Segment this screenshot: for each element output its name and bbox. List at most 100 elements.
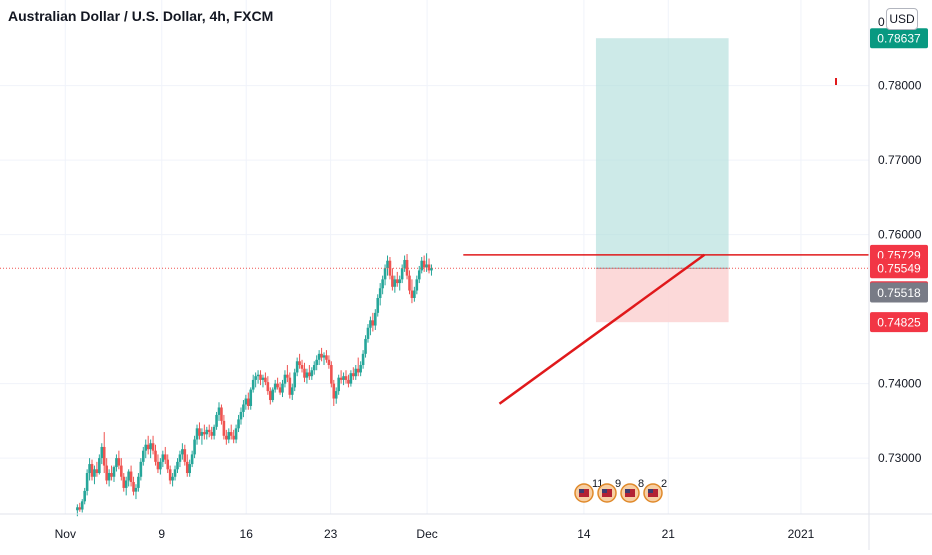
- flag-canton: [625, 489, 630, 493]
- candle-body: [259, 374, 262, 380]
- price-badge: 0.78637: [870, 28, 928, 49]
- candle-body: [168, 469, 172, 481]
- candle-body: [374, 312, 377, 326]
- candle-body: [88, 464, 91, 474]
- candle-body: [430, 268, 433, 271]
- candle-body: [388, 260, 392, 276]
- candle-body: [212, 426, 216, 436]
- candle-body: [420, 260, 424, 271]
- candle-body: [300, 365, 304, 369]
- candle-body: [398, 279, 402, 284]
- candle-body: [188, 464, 191, 474]
- x-tick-label: 2021: [788, 527, 815, 541]
- candle-body: [312, 365, 316, 371]
- candle-body: [278, 387, 282, 393]
- price-badge-text: 0.74825: [877, 316, 921, 330]
- event-count-label: 9: [615, 478, 621, 490]
- candle-body: [161, 454, 165, 462]
- candle-body: [239, 411, 243, 420]
- currency-button[interactable]: USD: [886, 8, 918, 30]
- candle-body: [83, 490, 86, 502]
- y-tick-label: 0.76000: [878, 228, 922, 242]
- candle-body: [100, 446, 104, 459]
- candle-body: [98, 458, 101, 474]
- candle-body: [405, 259, 409, 276]
- price-badge: 0.75518: [870, 282, 928, 303]
- candle-body: [408, 275, 411, 291]
- candle-body: [203, 432, 206, 435]
- candle-body: [386, 260, 389, 269]
- candle-body: [215, 414, 218, 427]
- candle-body: [237, 419, 240, 429]
- economic-events[interactable]: 11 9 8 2: [574, 478, 667, 503]
- candle-body: [303, 368, 306, 378]
- candle-body: [330, 365, 333, 384]
- candle-body: [305, 372, 309, 378]
- event-icons-group[interactable]: 11 9 8 2: [574, 478, 667, 503]
- candle-body: [417, 270, 421, 280]
- candle-body: [110, 473, 113, 477]
- candle-body: [356, 368, 360, 373]
- candle-body: [134, 487, 138, 492]
- candle-body: [273, 383, 277, 390]
- candle-body: [344, 376, 348, 380]
- candle-body: [371, 320, 375, 326]
- candle-body: [410, 290, 414, 298]
- candle-body: [185, 461, 189, 474]
- candle-body: [85, 473, 89, 491]
- position-zones: [595, 38, 729, 323]
- price-badge: 0.75549: [870, 258, 928, 279]
- candle-body: [120, 465, 123, 477]
- candle-body: [422, 260, 426, 268]
- ascending-trendline[interactable]: [498, 253, 706, 405]
- price-badge: 0.74825: [870, 312, 928, 333]
- candle-body: [288, 377, 292, 395]
- chart-title: Australian Dollar / U.S. Dollar, 4h, FXC…: [8, 8, 274, 24]
- candle-body: [217, 407, 221, 415]
- x-tick-label: 9: [158, 527, 165, 541]
- candle-body: [183, 449, 187, 462]
- drawings-layer[interactable]: [0, 78, 869, 405]
- loss-zone: [595, 268, 729, 323]
- candle-body: [322, 355, 326, 358]
- candle-body: [159, 461, 162, 470]
- candle-body: [124, 480, 128, 488]
- event-count-label: 2: [661, 478, 667, 490]
- candle-body: [276, 383, 279, 388]
- candle-body: [352, 373, 355, 377]
- candle-body: [129, 471, 133, 482]
- y-tick-label: 0.74000: [878, 377, 922, 391]
- candle-body: [127, 471, 130, 481]
- candle-body: [266, 382, 270, 392]
- candle-body: [293, 372, 297, 388]
- candle-body: [427, 264, 431, 271]
- candle-body: [361, 353, 365, 366]
- candle-body: [193, 439, 196, 455]
- candle-body: [308, 372, 311, 377]
- x-tick-label: Dec: [416, 527, 437, 541]
- candle-body: [146, 444, 150, 450]
- candle-body: [102, 446, 106, 466]
- candle-body: [93, 469, 96, 477]
- x-tick-label: Nov: [55, 527, 76, 541]
- candle-body: [413, 290, 416, 298]
- candle-body: [166, 459, 170, 470]
- candle-body: [195, 428, 199, 440]
- flag-canton: [602, 489, 607, 493]
- candle-body: [112, 467, 116, 477]
- y-tick-label: 0.77000: [878, 153, 922, 167]
- candle-body: [369, 320, 372, 328]
- candle-body: [364, 338, 367, 354]
- candle-body: [359, 365, 362, 373]
- candle-body: [261, 377, 265, 380]
- candle-body: [249, 389, 253, 406]
- candle-body: [105, 465, 108, 481]
- candle-body: [190, 454, 194, 465]
- candle-body: [137, 476, 140, 488]
- candle-body: [383, 268, 387, 280]
- candle-body: [176, 461, 179, 470]
- candle-body: [298, 361, 301, 366]
